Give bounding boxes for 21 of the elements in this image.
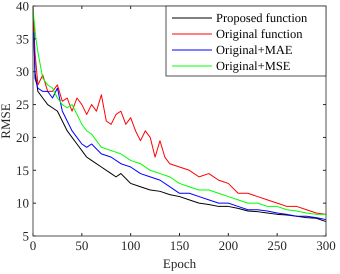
x-tick-label: 250 — [267, 238, 287, 253]
y-tick-label: 35 — [16, 31, 29, 46]
y-tick-label: 10 — [16, 196, 29, 211]
y-tick-label: 40 — [16, 0, 29, 14]
y-tick-label: 15 — [16, 162, 29, 178]
y-tick-label: 5 — [22, 228, 29, 244]
legend-label: Original+MSE — [216, 59, 291, 73]
x-tick-label: 50 — [75, 238, 88, 253]
y-axis-title: RMSE — [0, 103, 13, 139]
x-axis-title: Epoch — [162, 256, 197, 271]
x-tick-label: 150 — [170, 238, 190, 253]
legend-label: Proposed function — [216, 11, 308, 25]
x-tick-label: 200 — [218, 238, 238, 253]
y-tick-label: 30 — [16, 64, 29, 80]
x-tick-label: 100 — [120, 238, 140, 253]
y-tick-label: 25 — [16, 97, 29, 112]
x-tick-label: 300 — [316, 238, 336, 253]
y-tick-label: 20 — [16, 130, 29, 145]
legend-label: Original+MAE — [216, 43, 293, 57]
x-tick-label: 0 — [30, 238, 36, 253]
legend-label: Original function — [216, 27, 304, 41]
